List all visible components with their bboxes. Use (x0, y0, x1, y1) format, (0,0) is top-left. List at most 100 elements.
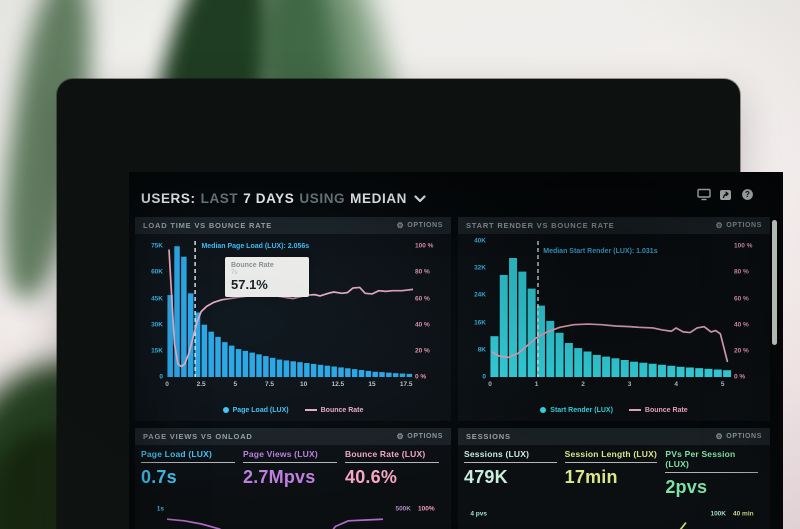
x-tick-label: 15 (368, 381, 376, 388)
options-button[interactable]: ⚙ OPTIONS (396, 220, 443, 230)
x-axis-ticks: 0 1 2 3 4 5 (488, 381, 732, 391)
metric: PVs Per Session (LUX) 2pvs (665, 449, 766, 497)
axis-label: 60 % (415, 295, 430, 303)
panel-title: SESSIONS (466, 432, 511, 441)
axis-label: 20 % (415, 347, 430, 355)
x-tick-label: 0 (165, 381, 169, 388)
legend-line-swatch (628, 409, 641, 411)
title-using: USING (299, 190, 346, 206)
timeframe-dropdown[interactable]: USERS: LAST 7 DAYS USING MEDIAN (141, 191, 426, 206)
gear-icon: ⚙ (396, 220, 405, 230)
panel-header: PAGE VIEWS VS ONLOAD ⚙ OPTIONS (135, 428, 451, 445)
axis-label: 80 % (734, 268, 749, 276)
tooltip: Bounce Rate 7s 57.1% (225, 257, 309, 297)
legend-dot-swatch (222, 407, 229, 413)
chevron-down-icon (414, 191, 426, 206)
x-tick-label: 5 (233, 381, 238, 388)
axis-label: 0 (159, 373, 163, 381)
axis-label: 0 (482, 373, 486, 381)
x-tick-label: 7.5 (264, 381, 275, 388)
gear-icon: ⚙ (715, 431, 724, 441)
axis-label: 30K (151, 321, 163, 329)
metric-row: Page Load (LUX) 0.7s Page Views (LUX) 2.7Mp… (141, 449, 447, 497)
chart-plot: Median Start Render (LUX): 1.031s (490, 241, 732, 377)
panel-title: LOAD TIME VS BOUNCE RATE (143, 221, 273, 230)
axis-label: 45K (151, 295, 163, 303)
tooltip-title: Bounce Rate (231, 262, 274, 269)
vertical-scrollbar[interactable] (772, 220, 777, 345)
axis-label: 100 % (415, 242, 434, 250)
legend-item: Start Render (LUX) (540, 407, 613, 414)
axis-label: 75K (151, 242, 163, 250)
panel-title: PAGE VIEWS VS ONLOAD (143, 432, 253, 441)
axis-label: 0 % (415, 373, 427, 381)
axis-label: 8K (477, 346, 486, 354)
panel-title: START RENDER VS BOUNCE RATE (466, 221, 615, 230)
x-tick-label: 17.5 (399, 381, 413, 388)
y-axis-right: 100 % 80 % 60 % 40 % 20 % 0 % (734, 241, 767, 381)
axis-label: 40 % (734, 321, 749, 329)
chart-plot: Median Page Load (LUX): 2.056s Bounce Ra… (167, 241, 413, 377)
laptop-bezel: USERS: LAST 7 DAYS USING MEDIAN (57, 79, 783, 529)
x-tick-label: 1 (534, 381, 539, 388)
tooltip-subtitle: 7s (231, 270, 238, 276)
chart-plot (167, 504, 383, 529)
options-button[interactable]: ⚙ OPTIONS (715, 431, 762, 441)
panel-header: LOAD TIME VS BOUNCE RATE ⚙ OPTIONS (135, 217, 451, 234)
metric: Page Load (LUX) 0.7s (141, 449, 243, 497)
median-annotation: Median Page Load (LUX): 2.056s (201, 243, 310, 250)
axis-label: 16K (474, 319, 486, 327)
y-axis-left: 75K 60K 45K 30K 15K 0 (137, 241, 163, 381)
legend-line-swatch (304, 409, 317, 411)
chart-plot (490, 504, 698, 529)
panel-sessions: SESSIONS ⚙ OPTIONS Sessions (LUX) 479K Sess… (458, 428, 770, 529)
median-annotation: Median Start Render (LUX): 1.031s (543, 248, 658, 255)
dashboard-screen: USERS: LAST 7 DAYS USING MEDIAN (129, 172, 783, 529)
chart-legend: Start Render (LUX) Bounce Rate (458, 404, 770, 416)
gear-icon: ⚙ (715, 220, 724, 230)
options-button[interactable]: ⚙ OPTIONS (396, 431, 443, 441)
gear-icon: ⚙ (396, 431, 405, 441)
legend-item: Bounce Rate (628, 407, 688, 414)
legend-dot-swatch (540, 407, 547, 413)
tooltip-value: 57.1% (231, 277, 268, 292)
options-button[interactable]: ⚙ OPTIONS (715, 220, 762, 230)
x-axis-ticks: 0 2.5 5 7.5 10 12.5 15 17.5 (165, 381, 413, 391)
x-tick-label: 2 (581, 381, 585, 388)
chart-legend: Page Load (LUX) Bounce Rate (135, 404, 451, 416)
y-axis-left: 40K 32K 24K 16K 8K 0 (460, 237, 486, 381)
axis-label: 60K (151, 268, 163, 276)
axis-label: 0 % (734, 373, 746, 381)
axis-label: 500K 100% (395, 505, 435, 513)
axis-label: 100K 40 min (710, 510, 754, 518)
metric: Page Views (LUX) 2.7Mpvs (243, 449, 345, 497)
dashboard-header: USERS: LAST 7 DAYS USING MEDIAN (141, 185, 771, 211)
svg-text:?: ? (745, 190, 750, 199)
share-icon[interactable] (719, 188, 733, 201)
title-last: LAST (200, 190, 239, 206)
axis-label: 100 % (734, 242, 753, 250)
x-tick-label: 2.5 (196, 381, 206, 388)
help-icon[interactable]: ? (741, 188, 755, 201)
metric-row: Sessions (LUX) 479K Session Length (LUX) 17… (464, 449, 766, 497)
legend-item: Bounce Rate (304, 407, 363, 414)
display-icon[interactable] (697, 188, 711, 201)
panel-header: SESSIONS ⚙ OPTIONS (458, 428, 770, 445)
axis-label: 60 % (734, 295, 749, 303)
panel-start-render-vs-bounce-rate: START RENDER VS BOUNCE RATE ⚙ OPTIONS 40K… (458, 217, 770, 421)
metric: Session Length (LUX) 17min (564, 449, 658, 487)
axis-label: 24K (474, 291, 486, 299)
x-tick-label: 12.5 (331, 381, 345, 388)
x-tick-label: 0 (488, 381, 492, 388)
panel-header: START RENDER VS BOUNCE RATE ⚙ OPTIONS (458, 217, 770, 234)
y-axis-right: 100 % 80 % 60 % 40 % 20 % 0 % (415, 241, 448, 381)
axis-label: 20 % (734, 347, 749, 355)
x-tick-label: 3 (627, 381, 632, 388)
axis-label: 32K (474, 264, 486, 272)
axis-label: 40K (474, 237, 486, 245)
axis-label: 40 % (415, 321, 430, 329)
axis-label: 15K (151, 347, 163, 355)
